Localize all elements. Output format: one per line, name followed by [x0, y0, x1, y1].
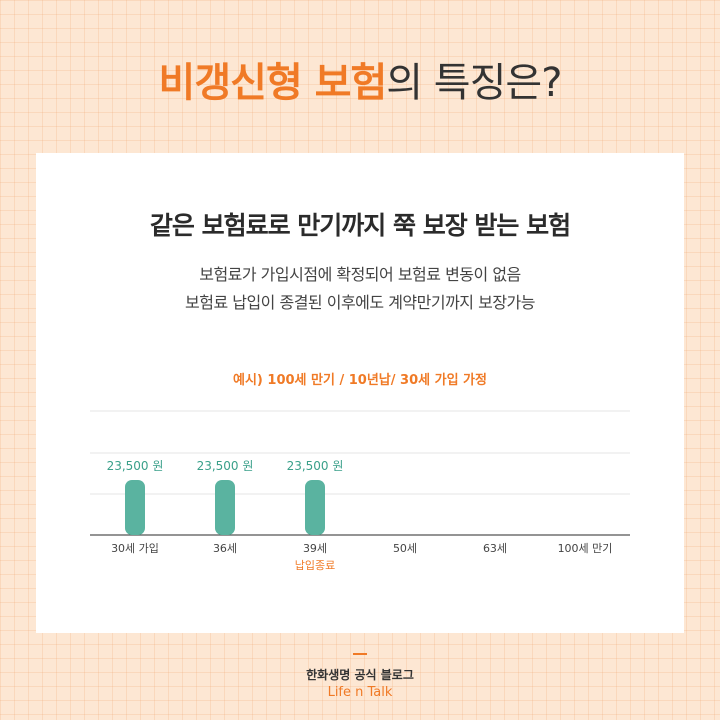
footer-brand: Life n Talk [327, 685, 393, 700]
x-tick-label-6: 100세 만기 [558, 542, 613, 555]
x-tick-label-1: 30세 가입 [111, 542, 159, 555]
x-tick-label-4: 50세 [393, 542, 417, 555]
card-title: 같은 보험료로 만기까지 쭉 보장 받는 보험 [149, 211, 571, 240]
value-label-3: 23,500 원 [287, 459, 344, 473]
description-line-2: 보험료 납입이 종결된 이후에도 계약만기까지 보장가능 [185, 293, 536, 312]
footer-blog-name: 한화생명 공식 블로그 [306, 668, 414, 682]
assumption-note: 예시) 100세 만기 / 10년납/ 30세 가입 가정 [233, 373, 487, 388]
bar-3 [305, 480, 325, 535]
info-card: 같은 보험료로 만기까지 쭉 보장 받는 보험 보험료가 가입시점에 확정되어 … [36, 153, 684, 633]
value-label-1: 23,500 원 [107, 459, 164, 473]
footer-accent-bar [353, 653, 367, 655]
headline-accent: 비갱신형 보험 [158, 60, 388, 106]
x-tick-label-3: 39세 [303, 542, 327, 555]
headline: 비갱신형 보험의 특징은? [0, 50, 720, 108]
bar-2 [215, 480, 235, 535]
value-label-2: 23,500 원 [197, 459, 254, 473]
x-sub-label-3: 납입종료 [295, 559, 335, 572]
bar-1 [125, 480, 145, 535]
x-tick-label-5: 63세 [483, 542, 507, 555]
headline-rest: 의 특징은? [386, 60, 562, 106]
x-tick-label-2: 36세 [213, 542, 237, 555]
premium-bar-chart: 23,500 원 30세 가입 23,500 원 36세 23,500 원 39세납입종료… [90, 410, 630, 572]
description-line-1: 보험료가 가입시점에 확정되어 보험료 변동이 없음 [199, 265, 521, 284]
